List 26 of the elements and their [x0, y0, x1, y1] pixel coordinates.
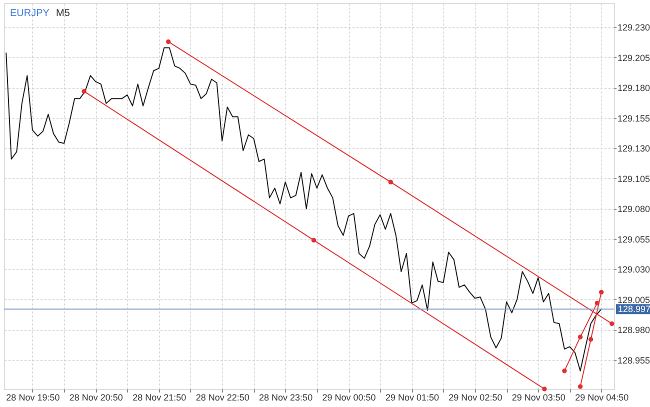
y-tick-label: 129.230 [618, 22, 650, 33]
line-series [6, 47, 602, 372]
x-tick-label: 29 Nov 00:50 [322, 392, 376, 402]
y-tick-label: 129.030 [618, 264, 650, 275]
ref-line-label: 128.997 [618, 304, 650, 314]
x-tick-label: 28 Nov 19:50 [6, 392, 60, 402]
y-tick-label: 129.105 [618, 174, 650, 184]
x-tick-label: 28 Nov 23:50 [259, 392, 313, 402]
x-tick-label: 29 Nov 03:50 [512, 392, 566, 402]
x-tick-label: 28 Nov 22:50 [196, 392, 250, 402]
x-tick-label: 29 Nov 02:50 [448, 392, 502, 402]
text: M5 [56, 8, 70, 19]
x-tick-label: 28 Nov 20:50 [69, 392, 123, 402]
text: EURJPY [10, 8, 50, 19]
y-tick-label: 129.155 [618, 113, 650, 124]
y-tick-label: 129.205 [618, 52, 650, 63]
x-tick-label: 29 Nov 04:50 [575, 392, 629, 402]
y-tick-label: 129.080 [618, 204, 650, 214]
y-tick-label: 129.005 [618, 294, 650, 305]
x-tick-label: 28 Nov 21:50 [132, 392, 186, 402]
x-tick-label: 29 Nov 01:50 [385, 392, 439, 402]
y-tick-label: 128.955 [618, 355, 650, 366]
y-tick-label: 128.980 [618, 325, 650, 336]
y-tick-label: 129.130 [618, 144, 650, 154]
y-tick-label: 129.180 [618, 83, 650, 94]
y-tick-label: 129.055 [618, 234, 650, 244]
